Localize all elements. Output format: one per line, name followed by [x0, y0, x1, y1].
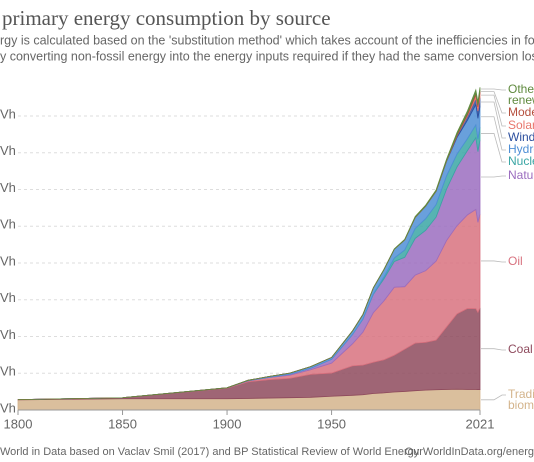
- subtitle: y converting non-fossil energy into the …: [0, 49, 534, 63]
- y-tick-label: Vh: [0, 364, 16, 379]
- legend-label: Solar: [508, 118, 534, 132]
- subtitle: rgy is calculated based on the 'substitu…: [0, 33, 534, 47]
- legend-label: Natur: [508, 168, 534, 182]
- x-tick-label: 1950: [317, 416, 346, 431]
- x-tick-label: 1850: [108, 416, 137, 431]
- leader-line: [481, 348, 506, 351]
- legend-label: Oil: [508, 254, 523, 268]
- y-tick-label: Vh: [0, 217, 16, 232]
- chart-title: primary energy consumption by source: [2, 6, 331, 30]
- leader-line: [481, 94, 506, 127]
- y-tick-label: Vh: [0, 290, 16, 305]
- legend-label: Nucle: [508, 154, 534, 168]
- legend-label: Hydro: [508, 142, 534, 156]
- leader-line: [481, 133, 506, 163]
- y-tick-label: Vh: [0, 143, 16, 158]
- leader-line: [481, 91, 506, 114]
- legend-label: bioma: [508, 398, 534, 412]
- leader-line: [481, 175, 506, 178]
- x-tick-label: 1800: [4, 416, 33, 431]
- y-tick-label: Vh: [0, 106, 16, 121]
- url: OurWorldInData.org/energ: [405, 446, 534, 458]
- y-tick-label: Vh: [0, 327, 16, 342]
- y-tick-label: Vh: [0, 253, 16, 268]
- legend-label: Tradit: [508, 387, 534, 401]
- x-tick-label: 2021: [466, 416, 495, 431]
- legend-label: renew: [508, 93, 534, 107]
- legend-label: Wind: [508, 130, 534, 144]
- leader-line: [481, 88, 506, 91]
- legend-label: Mode: [508, 105, 534, 119]
- leader-line: [481, 101, 506, 139]
- y-tick-label: Vh: [0, 180, 16, 195]
- legend-label: Coal: [508, 342, 533, 356]
- leader-line: [481, 394, 506, 401]
- area: [17, 87, 481, 401]
- source: World in Data based on Vaclav Smil (2017…: [0, 446, 420, 458]
- y-tick-label: Vh: [0, 400, 16, 415]
- legend-label: Othe: [508, 82, 534, 96]
- leader-line: [481, 260, 506, 263]
- leader-line: [481, 116, 506, 151]
- x-tick-label: 1900: [213, 416, 242, 431]
